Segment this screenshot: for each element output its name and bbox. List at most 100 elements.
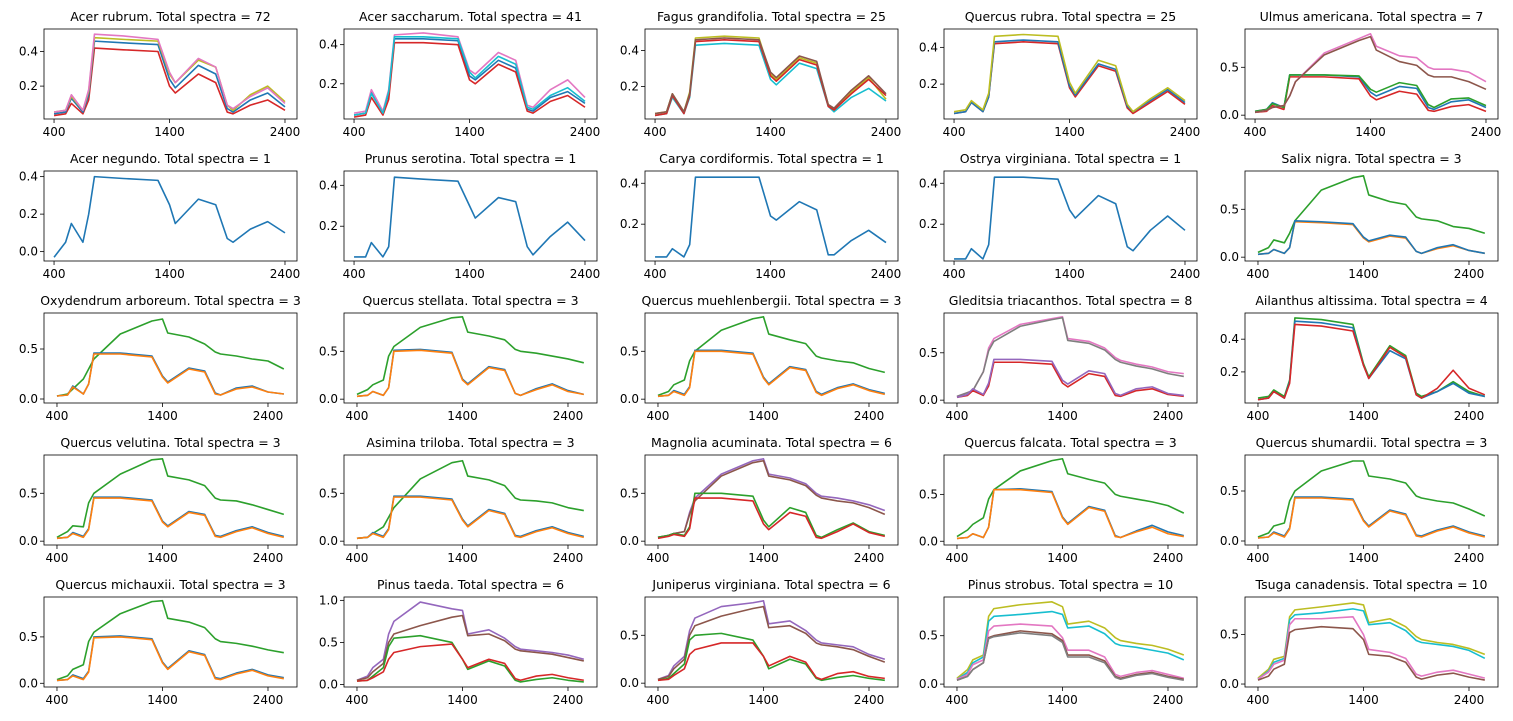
axes-frame: [343, 170, 598, 262]
axes-frame: [644, 454, 899, 546]
subplot: Ailanthus altissima. Total spectra = 4 40…: [1220, 293, 1499, 423]
subplot: Carya cordiformis. Total spectra = 1 400 1…: [620, 151, 901, 281]
y-tick-label: 0.2: [19, 79, 38, 93]
plot-area: [953, 33, 1186, 115]
subplot-title: Prunus serotina. Total spectra = 1: [365, 151, 577, 166]
subplot: Gleditsia triacanthos. Total spectra = 8…: [919, 293, 1198, 423]
spectrum-line: [356, 643, 584, 682]
spectrum-line: [1257, 460, 1486, 538]
x-tick-label: 400: [647, 693, 670, 707]
y-tick-label: 0.4: [919, 40, 938, 54]
y-tick-label: 0.2: [620, 80, 639, 94]
spectrum-line: [1254, 35, 1487, 114]
axes-frame: [43, 454, 298, 546]
y-tick-label: 0.4: [19, 170, 38, 184]
y-tick-label: 0.5: [319, 635, 338, 649]
subplot-title: Ailanthus altissima. Total spectra = 4: [1255, 293, 1487, 308]
plot-area: [657, 458, 886, 540]
y-tick-label: 0.2: [19, 207, 38, 221]
plot-area: [655, 176, 887, 258]
x-tick-label: 2400: [1454, 551, 1485, 565]
y-tick-label: 0.0: [19, 534, 38, 548]
y-tick-label: 0.5: [1220, 628, 1239, 642]
spectrum-line: [657, 642, 885, 682]
x-tick-label: 2400: [1471, 125, 1502, 139]
subplot-title: Acer rubrum. Total spectra = 72: [70, 9, 270, 24]
y-tick-label: 0.5: [19, 342, 38, 356]
subplot-title: Quercus michauxii. Total spectra = 3: [55, 577, 285, 592]
x-tick-label: 400: [43, 125, 66, 139]
y-tick-label: 0.5: [620, 344, 639, 358]
x-tick-label: 1400: [1047, 409, 1078, 423]
spectrum-line: [956, 488, 1184, 540]
y-tick-label: 0.0: [1220, 677, 1239, 691]
subplot: Asimina triloba. Total spectra = 3 400 140…: [319, 435, 598, 565]
subplot: Tsuga canadensis. Total spectra = 10 400 1…: [1220, 577, 1499, 707]
spectrum-line: [53, 47, 286, 117]
x-tick-label: 1400: [147, 409, 178, 423]
subplot-title: Fagus grandifolia. Total spectra = 25: [657, 9, 886, 24]
subplot: Juniperus virginiana. Total spectra = 6 4…: [620, 577, 899, 707]
spectrum-line: [953, 33, 1186, 113]
subplot: Ulmus americana. Total spectra = 7 400 140…: [1220, 9, 1501, 139]
axes-frame: [43, 170, 298, 262]
x-tick-label: 1400: [154, 267, 185, 281]
x-tick-label: 2400: [1153, 409, 1184, 423]
x-tick-label: 1400: [447, 693, 478, 707]
spectrum-line: [654, 37, 887, 115]
y-tick-label: 0.2: [919, 217, 938, 231]
plot-area: [657, 316, 885, 398]
subplot-title: Oxydendrum arboreum. Total spectra = 3: [40, 293, 301, 308]
spectrum-line: [353, 36, 586, 116]
x-tick-label: 2400: [1170, 125, 1201, 139]
spectrum-line: [56, 458, 285, 539]
y-tick-label: 0.5: [919, 346, 938, 360]
axes-frame: [1244, 596, 1499, 688]
subplot-title: Pinus strobus. Total spectra = 10: [968, 577, 1174, 592]
spectrum-line: [1257, 602, 1486, 679]
y-tick-label: 0.5: [319, 486, 338, 500]
subplot-title: Magnolia acuminata. Total spectra = 6: [651, 435, 892, 450]
y-tick-label: 0.5: [1220, 202, 1239, 216]
y-tick-label: 0.0: [19, 245, 38, 259]
spectrum-line: [353, 37, 586, 116]
y-tick-label: 0.2: [319, 77, 338, 91]
spectrum-line: [1257, 219, 1485, 256]
x-tick-label: 2400: [854, 551, 885, 565]
x-tick-label: 400: [346, 693, 369, 707]
subplot-title: Juniperus virginiana. Total spectra = 6: [651, 577, 890, 592]
spectrum-line: [1257, 174, 1486, 254]
x-tick-label: 2400: [570, 267, 601, 281]
x-tick-label: 1400: [1348, 693, 1379, 707]
x-tick-label: 400: [943, 125, 966, 139]
plot-area: [1254, 32, 1487, 114]
x-tick-label: 1400: [755, 267, 786, 281]
x-tick-label: 400: [1247, 267, 1270, 281]
x-tick-label: 400: [644, 267, 667, 281]
x-tick-label: 2400: [1170, 267, 1201, 281]
axes-frame: [943, 454, 1198, 546]
x-tick-label: 2400: [253, 409, 284, 423]
subplot-title: Salix nigra. Total spectra = 3: [1281, 151, 1461, 166]
plot-area: [956, 315, 1184, 399]
x-tick-label: 2400: [553, 693, 584, 707]
x-tick-label: 2400: [270, 267, 301, 281]
x-tick-label: 400: [1247, 693, 1270, 707]
spectrum-line: [353, 41, 586, 118]
x-tick-label: 400: [1247, 409, 1270, 423]
y-tick-label: 0.0: [19, 676, 38, 690]
x-tick-label: 1400: [147, 551, 178, 565]
y-tick-label: 0.5: [919, 487, 938, 501]
x-tick-label: 1400: [1047, 551, 1078, 565]
x-tick-label: 2400: [854, 409, 885, 423]
y-tick-label: 0.5: [1220, 484, 1239, 498]
x-tick-label: 2400: [570, 125, 601, 139]
axes-frame: [644, 28, 899, 120]
spectrum-line: [655, 176, 887, 258]
x-tick-label: 2400: [270, 125, 301, 139]
y-tick-label: 0.0: [1220, 534, 1239, 548]
axes-frame: [1244, 28, 1499, 120]
spectrum-line: [654, 42, 887, 117]
y-tick-label: 1.0: [319, 593, 338, 607]
